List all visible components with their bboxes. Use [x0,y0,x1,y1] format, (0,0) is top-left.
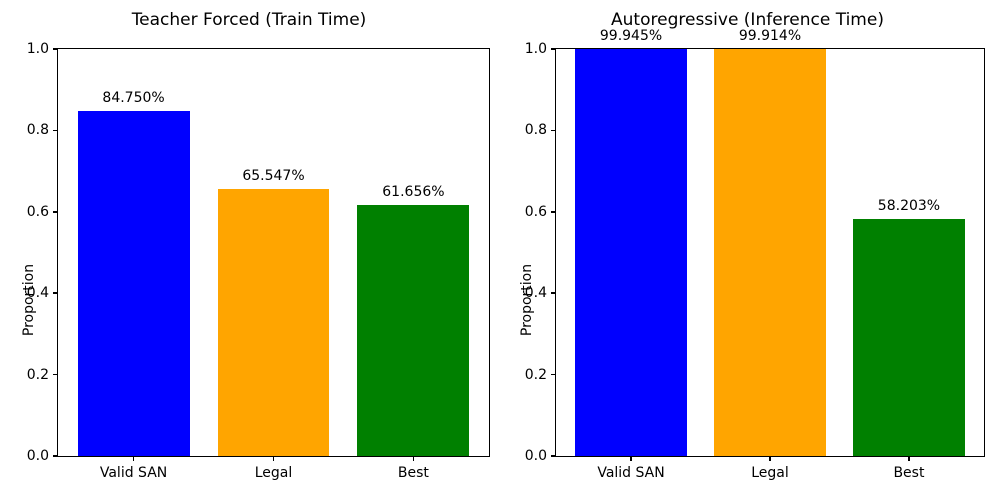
x-tick-label: Best [397,465,429,481]
bar-value-label: 99.945% [599,28,663,45]
bar-value-label: 84.750% [102,90,165,107]
y-tick-mark [551,455,556,457]
y-tick-label: 0.6 [524,203,547,220]
bar [853,219,965,456]
y-tick-mark [551,292,556,294]
x-tick-mark [908,456,910,461]
y-tick-mark [53,129,58,132]
plot-area: Proportion 0.0 0.2 0.4 0.6 0.8 1.0 84.750% Vali… [21,41,490,481]
y-tick-label: 0.8 [26,122,49,139]
y-tick-mark [53,292,58,294]
bar-value-label: 99.914% [738,28,802,45]
subplot-autoregressive: Autoregressive (Inference Time) Proporti… [498,0,997,483]
bar [217,189,330,456]
y-tick-mark [53,373,58,376]
bar [714,49,826,456]
y-tick-mark [53,455,58,457]
y-tick-mark [53,211,58,213]
x-tick-mark [132,456,135,461]
bar-value-label: 65.547% [242,168,305,185]
x-tick-label: Valid SAN [597,465,665,481]
x-tick-label: Legal [254,465,293,481]
chart-title: Teacher Forced (Train Time) [131,10,367,30]
y-tick-label: 1.0 [524,41,547,57]
y-tick-label: 0.4 [524,285,547,302]
subplot-teacher-forced: Teacher Forced (Train Time) Proportion 0… [0,0,498,483]
x-tick-mark [630,456,632,461]
x-tick-label: Best [893,465,925,481]
bar-value-label: 58.203% [877,198,941,215]
y-tick-label: 1.0 [26,41,49,57]
plot-area: Proportion 0.0 0.2 0.4 0.6 0.8 1.0 99.945% Vali… [519,28,985,481]
chart-title: Autoregressive (Inference Time) [611,10,884,30]
y-tick-label: 0.2 [26,366,49,383]
y-tick-label: 0.0 [524,448,547,464]
x-tick-label: Valid SAN [99,465,168,481]
x-tick-mark [769,456,771,461]
bar [575,49,687,456]
x-tick-label: Legal [751,465,789,481]
y-tick-label: 0.4 [26,285,49,302]
y-tick-mark [551,129,556,132]
y-tick-label: 0.0 [26,448,49,464]
y-tick-label: 0.8 [524,122,547,139]
bar-value-label: 61.656% [382,184,445,201]
y-tick-mark [551,211,556,213]
bar [77,111,190,456]
y-tick-label: 0.2 [524,366,547,383]
bar [357,205,470,456]
y-tick-mark [551,48,556,50]
x-tick-mark [412,456,415,461]
y-tick-mark [53,48,58,50]
y-tick-mark [551,373,556,376]
y-tick-label: 0.6 [26,203,49,220]
x-tick-mark [272,456,275,461]
